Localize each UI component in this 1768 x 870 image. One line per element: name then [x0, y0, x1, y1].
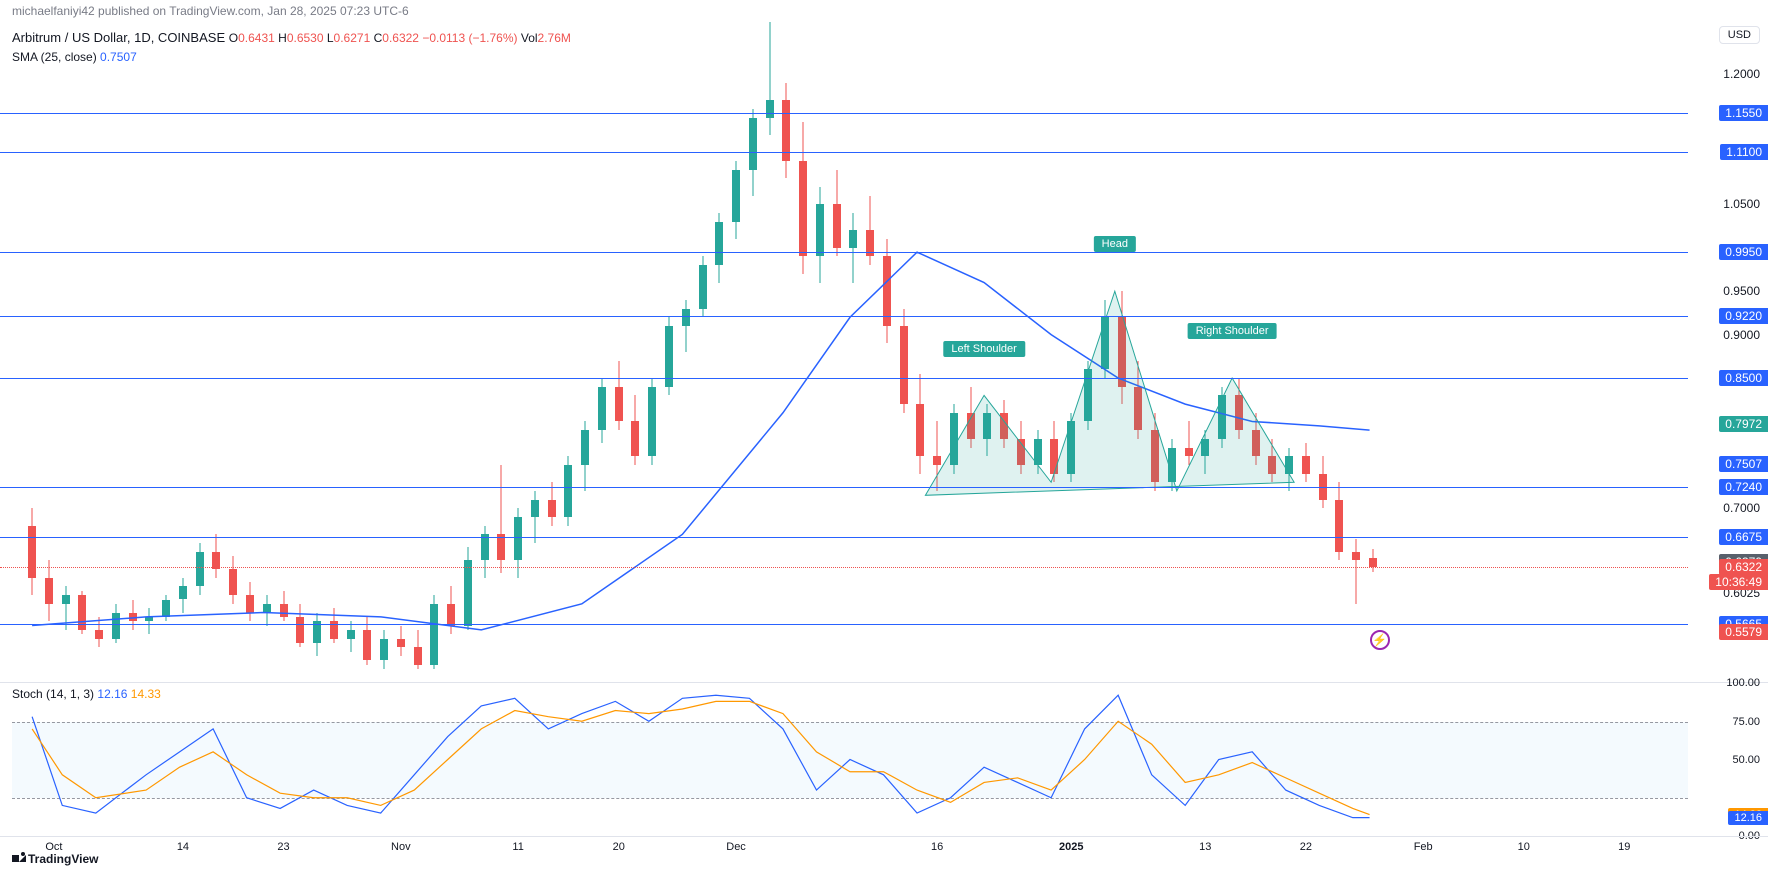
horizontal-line[interactable]	[0, 252, 1688, 253]
price-label-green: 0.7972	[1719, 416, 1768, 432]
price-level-label[interactable]: 1.1100	[1720, 144, 1768, 160]
last-price-line	[0, 567, 1688, 568]
symbol-info: Arbitrum / US Dollar, 1D, COINBASE O0.64…	[12, 30, 571, 45]
stoch-d-val: 14.33	[131, 687, 161, 701]
price-tick: 0.9500	[1723, 284, 1760, 298]
price-level-label[interactable]: 0.6675	[1719, 529, 1768, 545]
lightning-icon[interactable]: ⚡	[1370, 630, 1390, 650]
price-tick: 0.7000	[1723, 501, 1760, 515]
time-tick: Nov	[391, 841, 411, 853]
price-tick: 1.2000	[1723, 67, 1760, 81]
currency-button[interactable]: USD	[1719, 26, 1760, 44]
sma-line	[12, 22, 1688, 682]
pattern-label[interactable]: Right Shoulder	[1188, 323, 1277, 339]
price-chart-area[interactable]: Left Shoulder Head Right Shoulder ⚡	[12, 22, 1688, 682]
time-tick: 10	[1518, 841, 1530, 853]
chart-container: Arbitrum / US Dollar, 1D, COINBASE O0.64…	[0, 22, 1768, 870]
price-tick: 0.9000	[1723, 328, 1760, 342]
stoch-bound-line	[12, 798, 1688, 799]
sma-info: SMA (25, close) 0.7507	[12, 50, 137, 64]
ohlc-row: O0.6431 H0.6530 L0.6271 C0.6322 −0.0113 …	[229, 31, 571, 45]
publish-header: michaelfaniyi42 published on TradingView…	[0, 0, 1768, 22]
stoch-tick: 100.00	[1726, 677, 1760, 689]
time-axis[interactable]: Oct1423Nov1120Dec1620251322Feb1019	[0, 836, 1768, 870]
stoch-bound-line	[12, 722, 1688, 723]
time-tick: 22	[1300, 841, 1312, 853]
horizontal-line[interactable]	[0, 487, 1688, 488]
symbol-pair[interactable]: Arbitrum / US Dollar, 1D, COINBASE	[12, 30, 225, 45]
time-tick: 2025	[1059, 841, 1083, 853]
stoch-tick: 50.00	[1732, 754, 1760, 766]
stoch-band	[12, 722, 1688, 799]
price-level-label[interactable]: 0.8500	[1719, 370, 1768, 386]
horizontal-line[interactable]	[0, 624, 1688, 625]
time-tick: Feb	[1414, 841, 1433, 853]
price-level-label[interactable]: 0.9950	[1719, 244, 1768, 260]
price-level-label[interactable]: 0.7240	[1719, 479, 1768, 495]
stoch-value-label: 12.16	[1728, 811, 1768, 825]
stoch-axis[interactable]: 100.0075.0050.000.0014.3312.16	[1688, 683, 1768, 836]
time-tick: 14	[177, 841, 189, 853]
time-tick: 16	[931, 841, 943, 853]
horizontal-line[interactable]	[0, 152, 1688, 153]
time-tick: 23	[277, 841, 289, 853]
time-tick: 11	[512, 841, 523, 853]
price-axis[interactable]: USD 1.20001.05000.95000.90000.70000.6025…	[1688, 22, 1768, 682]
price-label-red: 0.6322	[1719, 559, 1768, 575]
time-tick: 13	[1199, 841, 1211, 853]
pattern-label[interactable]: Head	[1094, 236, 1136, 252]
stoch-info: Stoch (14, 1, 3) 12.16 14.33	[12, 687, 161, 701]
price-tick: 1.0500	[1723, 197, 1760, 211]
price-label-red: 0.5579	[1719, 624, 1768, 640]
stoch-panel[interactable]: Stoch (14, 1, 3) 12.16 14.33 100.0075.00…	[0, 683, 1768, 836]
time-tick: 19	[1618, 841, 1630, 853]
main-chart[interactable]: Arbitrum / US Dollar, 1D, COINBASE O0.64…	[0, 22, 1768, 683]
pattern-label[interactable]: Left Shoulder	[943, 341, 1024, 357]
horizontal-line[interactable]	[0, 378, 1688, 379]
tradingview-logo-icon	[12, 851, 26, 865]
price-level-label[interactable]: 0.7507	[1719, 456, 1768, 472]
time-tick: 20	[613, 841, 625, 853]
price-level-label[interactable]: 1.1550	[1719, 105, 1768, 121]
horizontal-line[interactable]	[0, 316, 1688, 317]
horizontal-line[interactable]	[0, 113, 1688, 114]
price-label-red: 10:36:49	[1709, 574, 1768, 590]
head-shoulders-pattern[interactable]	[12, 22, 1688, 682]
time-tick: Dec	[726, 841, 746, 853]
horizontal-line[interactable]	[0, 537, 1688, 538]
stoch-k-val: 12.16	[97, 687, 127, 701]
price-level-label[interactable]: 0.9220	[1719, 308, 1768, 324]
stoch-tick: 75.00	[1732, 716, 1760, 728]
tradingview-watermark: TradingView	[12, 851, 98, 866]
